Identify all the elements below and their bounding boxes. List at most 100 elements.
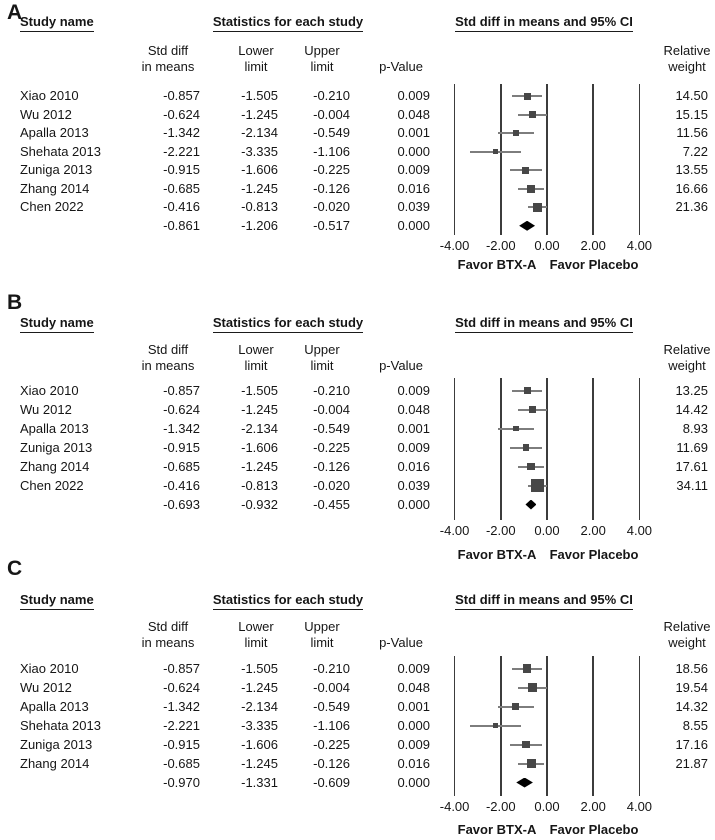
axis-gridline (500, 378, 502, 520)
ci-header: Std diff in means and 95% CI (437, 592, 651, 610)
stats-header: Statistics for each study (180, 14, 396, 32)
summary-p-value: 0.000 (397, 217, 430, 233)
summary-upper-limit: -0.517 (313, 217, 350, 233)
p-value: 0.048 (397, 402, 430, 417)
column-header-std-diff: Std diff in means (141, 43, 195, 74)
x-axis-tick-label: 2.00 (580, 238, 606, 253)
lower-limit-value: -1.606 (241, 440, 278, 455)
study-name-header: Study name (20, 592, 94, 610)
p-value: 0.009 (397, 383, 430, 398)
p-value: 0.009 (397, 440, 430, 455)
relative-weight-value: 14.32 (675, 699, 708, 714)
p-value: 0.001 (397, 699, 430, 714)
point-estimate-marker (531, 479, 544, 492)
x-axis-tick-label: -4.00 (439, 523, 470, 538)
study-name: Xiao 2010 (20, 88, 79, 103)
column-header-relative-weight: Relative weight (663, 342, 711, 373)
x-axis-tick-label: -2.00 (485, 799, 516, 814)
p-value: 0.016 (397, 756, 430, 771)
favor-right-label: Favor Placebo (549, 547, 639, 562)
std-diff-value: -0.624 (163, 680, 200, 695)
relative-weight-value: 14.42 (675, 402, 708, 417)
relative-weight-value: 16.66 (675, 180, 708, 196)
point-estimate-marker (532, 202, 542, 212)
point-estimate-marker (523, 664, 532, 673)
point-estimate-marker (526, 758, 536, 769)
axis-gridline (592, 378, 594, 520)
upper-limit-value: -1.106 (313, 143, 350, 159)
column-header-upper-limit: Upper limit (304, 619, 340, 650)
panel-letter: A (7, 1, 23, 24)
column-header-p-value: p-Value (379, 358, 423, 373)
upper-limit-value: -1.106 (313, 718, 350, 733)
std-diff-value: -0.685 (163, 756, 200, 771)
column-header-p-value: p-Value (379, 635, 423, 650)
column-header-p-value: p-Value (379, 59, 423, 74)
lower-limit-value: -2.134 (241, 699, 278, 714)
lower-limit-value: -1.606 (241, 162, 278, 177)
lower-limit-value: -0.813 (241, 199, 278, 214)
p-value: 0.001 (397, 125, 430, 140)
column-header-lower-limit: Lower limit (238, 43, 274, 74)
std-diff-value: -0.416 (163, 199, 200, 214)
std-diff-value: -0.624 (163, 106, 200, 122)
summary-lower-limit: -1.331 (241, 775, 278, 790)
study-name: Zuniga 2013 (20, 440, 93, 455)
point-estimate-marker (528, 111, 537, 119)
p-value: 0.048 (397, 680, 430, 695)
axis-gridline (453, 378, 456, 520)
lower-limit-value: -1.245 (241, 180, 278, 196)
std-diff-value: -1.342 (163, 699, 200, 714)
x-axis-tick-label: -4.00 (439, 799, 470, 814)
relative-weight-value: 17.61 (675, 459, 708, 474)
study-name: Wu 2012 (20, 402, 72, 417)
point-estimate-marker (528, 683, 537, 692)
favor-left-label: Favor BTX-A (457, 547, 537, 562)
upper-limit-value: -0.225 (313, 162, 350, 177)
upper-limit-value: -0.549 (313, 421, 350, 436)
p-value: 0.009 (397, 88, 430, 103)
stats-header: Statistics for each study (180, 592, 396, 610)
summary-diamond (519, 220, 536, 231)
lower-limit-value: -1.245 (241, 756, 278, 771)
std-diff-value: -0.857 (163, 88, 200, 103)
column-header-std-diff: Std diff in means (141, 342, 195, 373)
x-axis-tick-label: 4.00 (626, 799, 653, 814)
std-diff-value: -0.685 (163, 459, 200, 474)
column-header-relative-weight: Relative weight (663, 43, 711, 74)
panel-letter: C (7, 557, 23, 580)
upper-limit-value: -0.020 (313, 478, 350, 493)
study-name: Apalla 2013 (20, 125, 89, 140)
upper-limit-value: -0.126 (313, 459, 350, 474)
relative-weight-value: 13.55 (675, 162, 708, 177)
study-name: Shehata 2013 (20, 143, 101, 159)
summary-p-value: 0.000 (397, 775, 430, 790)
upper-limit-value: -0.004 (313, 106, 350, 122)
axis-gridline (546, 656, 548, 796)
lower-limit-value: -1.505 (241, 661, 278, 676)
column-header-relative-weight: Relative weight (663, 619, 711, 650)
lower-limit-value: -1.606 (241, 737, 278, 752)
lower-limit-value: -2.134 (241, 125, 278, 140)
study-name: Wu 2012 (20, 106, 72, 122)
p-value: 0.039 (397, 478, 430, 493)
column-header-lower-limit: Lower limit (238, 619, 274, 650)
axis-gridline (453, 84, 456, 235)
summary-lower-limit: -0.932 (241, 497, 278, 512)
study-name: Apalla 2013 (20, 699, 89, 714)
x-axis-tick-label: 4.00 (626, 238, 653, 253)
std-diff-value: -1.342 (163, 421, 200, 436)
summary-diamond (525, 499, 537, 510)
std-diff-value: -2.221 (163, 718, 200, 733)
summary-upper-limit: -0.609 (313, 775, 350, 790)
stats-header: Statistics for each study (180, 315, 396, 333)
upper-limit-value: -0.549 (313, 125, 350, 140)
column-header-upper-limit: Upper limit (304, 342, 340, 373)
point-estimate-marker (527, 184, 535, 193)
p-value: 0.009 (397, 661, 430, 676)
upper-limit-value: -0.020 (313, 199, 350, 214)
column-header-upper-limit: Upper limit (304, 43, 340, 74)
x-axis-tick-label: 2.00 (580, 523, 606, 538)
upper-limit-value: -0.004 (313, 680, 350, 695)
